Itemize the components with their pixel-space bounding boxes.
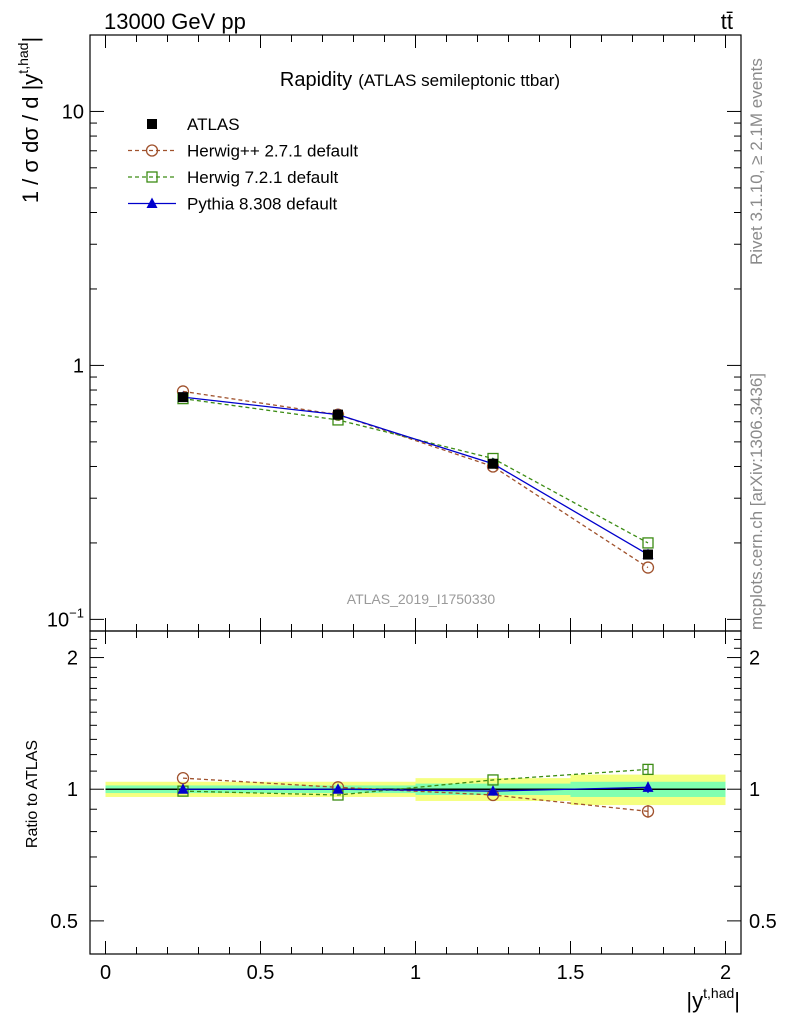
main-y-label-sup: t,had: [15, 43, 31, 74]
plot-title-sub: (ATLAS semileptonic ttbar): [358, 71, 560, 90]
legend-entry-data: ATLAS: [147, 115, 240, 134]
series-line-herwigpp: [182, 390, 649, 569]
legend-label: Herwig 7.2.1 default: [187, 168, 338, 187]
x-tick-label: 2: [720, 962, 731, 984]
x-tick-label: 0.5: [247, 962, 275, 984]
x-tick-label: 1: [410, 962, 421, 984]
legend-entry-herwig7: Herwig 7.2.1 default: [128, 168, 338, 187]
ratio-point-pythia: [332, 783, 344, 794]
ratio-y-tick-label-left: 0.5: [50, 911, 78, 933]
ratio-point-pythia: [642, 781, 654, 792]
main-y-tick-label: 10−1: [47, 605, 84, 631]
ratio-y-tick-label-right: 2: [749, 648, 760, 670]
ratio-line-herwigpp: [182, 777, 649, 812]
legend-label: ATLAS: [187, 115, 240, 134]
legend-marker: [146, 197, 158, 208]
process-label: tt̄: [721, 9, 733, 34]
data-point-data: [333, 409, 343, 420]
ratio-series-group: [176, 763, 655, 818]
legend: ATLAS Herwig++ 2.7.1 default Herwig 7.2.1 …: [128, 115, 358, 214]
main-y-tick-label: 10: [62, 101, 84, 123]
main-y-axis-label: 1 / σ dσ / d |yt,had|: [15, 37, 43, 203]
x-tick-label: 1.5: [557, 962, 585, 984]
ratio-series-pythia: [177, 781, 654, 796]
energy-label: 13000 GeV pp: [104, 9, 246, 34]
ratio-point-pythia: [177, 783, 189, 794]
ratio-line-pythia: [183, 786, 649, 792]
series-data: [178, 392, 653, 560]
analysis-watermark: ATLAS_2019_I1750330: [347, 591, 496, 607]
ratio-y-tick-label-right: 0.5: [749, 911, 777, 933]
plot-title-main: Rapidity: [280, 69, 352, 91]
ratio-y-axis-label: Ratio to ATLAS: [24, 740, 41, 848]
series-line-herwig7: [182, 397, 649, 544]
tick-base: 10: [62, 101, 84, 123]
series-pythia: [177, 391, 654, 560]
data-point-data: [488, 458, 498, 469]
ratio-point-pythia: [487, 785, 499, 796]
main-y-label-pre: 1 / σ dσ / d |y: [18, 74, 43, 203]
data-point-herwig7: [642, 537, 654, 549]
ratio-y-tick-label-left: 2: [67, 648, 78, 670]
series-herwig7: [177, 392, 654, 549]
x-tick-label: 0: [100, 962, 111, 984]
x-label-post: |: [734, 988, 740, 1013]
ratio-point-herwig7: [487, 774, 499, 786]
ratio-series-herwig7: [177, 763, 654, 801]
ratio-y-tick-labels: 2 2 1 1 0.5 0.5: [50, 648, 777, 933]
main-y-tick-label: 1: [73, 355, 84, 377]
series-line-pythia: [182, 396, 649, 556]
mcplots-label: mcplots.cern.ch [arXiv:1306.3436]: [747, 373, 766, 630]
tick-base: 1: [73, 355, 84, 377]
tick-base: 10: [47, 609, 69, 631]
x-label-sup: t,had: [703, 985, 734, 1001]
legend-entry-pythia: Pythia 8.308 default: [128, 195, 338, 214]
ratio-y-tick-label-right: 1: [749, 779, 760, 801]
ratio-axis-ticks: [90, 630, 741, 954]
data-point-data: [178, 392, 188, 403]
main-series-group: [176, 385, 655, 574]
legend-label: Pythia 8.308 default: [187, 195, 338, 214]
plot-title: Rapidity (ATLAS semileptonic ttbar): [280, 69, 560, 91]
legend-entry-herwigpp: Herwig++ 2.7.1 default: [128, 142, 358, 161]
ratio-plot-panel: 2 2 1 1 0.5 0.5 0 0.5 1 1.5 2 Ratio to ATLAS |yt,…: [24, 630, 777, 1013]
x-tick-labels: 0 0.5 1 1.5 2: [100, 962, 731, 984]
rivet-label: Rivet 3.1.10, ≥ 2.1M events: [747, 58, 766, 265]
ratio-y-tick-label-left: 1: [67, 779, 78, 801]
main-y-label-post: |: [18, 37, 43, 43]
series-herwigpp: [176, 385, 655, 574]
legend-marker: [145, 144, 159, 157]
data-point-data: [643, 549, 653, 560]
ratio-point-herwigpp: [641, 805, 655, 818]
x-axis-label: |yt,had|: [686, 985, 740, 1013]
legend-marker: [147, 119, 157, 129]
ratio-line-herwig7: [182, 768, 649, 796]
ratio-point-herwig7: [642, 763, 654, 776]
legend-label: Herwig++ 2.7.1 default: [187, 142, 358, 161]
legend-marker: [146, 171, 158, 183]
data-point-herwigpp: [641, 561, 655, 574]
tick-exponent: −1: [69, 605, 84, 620]
x-label-pre: |y: [686, 988, 703, 1013]
